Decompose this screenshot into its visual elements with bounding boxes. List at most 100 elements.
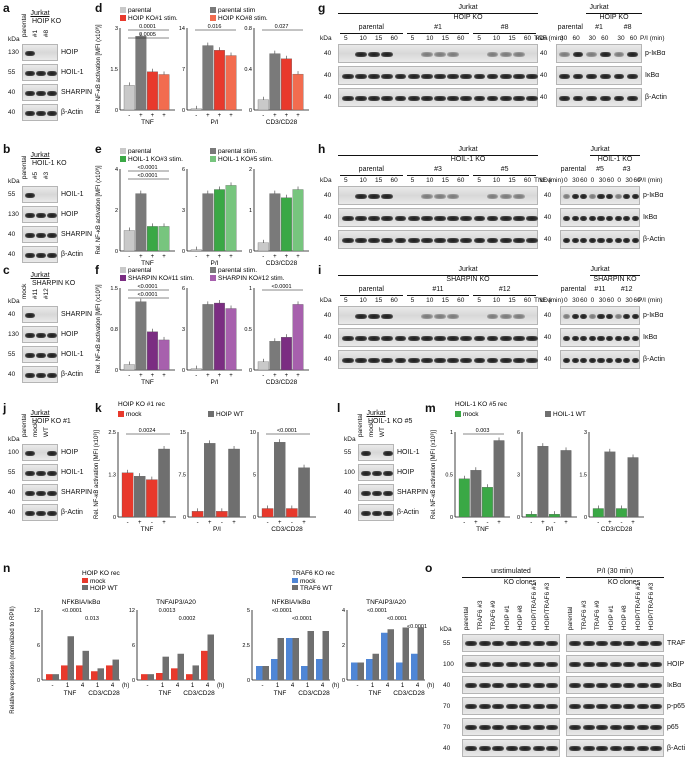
blot-strip: [22, 504, 58, 521]
x-group-label: TNF: [369, 690, 382, 697]
band: [582, 641, 595, 646]
group-label: #1: [434, 24, 442, 31]
band: [25, 333, 35, 338]
x-group-label: CD3/CD28: [601, 526, 633, 533]
x-unit: (h): [332, 683, 339, 689]
x-tick-label: +: [151, 113, 155, 119]
kda-marker: 55: [443, 640, 451, 647]
band: [36, 253, 46, 258]
y-tick-label: 0.8: [110, 327, 118, 333]
kda-marker: 70: [443, 724, 451, 731]
band: [606, 194, 614, 199]
band: [588, 314, 597, 319]
x-group-label: CD3/CD28: [183, 690, 215, 697]
x-tick-label: -: [530, 520, 532, 526]
protein-label: SHARPIN: [61, 89, 93, 96]
band: [407, 96, 420, 101]
panel-label-n: n: [3, 561, 11, 575]
band: [650, 725, 662, 730]
group-label: #12: [620, 286, 633, 293]
bar-wt: [372, 653, 379, 680]
band: [368, 52, 381, 57]
bar: [627, 457, 639, 518]
band: [513, 52, 525, 57]
bar: [228, 448, 240, 518]
band: [473, 358, 486, 363]
kda-marker: 40: [324, 334, 332, 341]
x-tick-label: -: [221, 520, 223, 526]
band: [447, 52, 459, 57]
kda-marker: 40: [544, 312, 552, 319]
p-value: <0.0001: [407, 624, 427, 630]
legend-swatch: [120, 156, 126, 162]
kda-marker: 40: [443, 745, 451, 752]
legend-label: HOIP KO#8 stim.: [218, 15, 268, 22]
bar: [146, 479, 158, 518]
bar: [292, 304, 304, 371]
bar: [257, 99, 269, 111]
group-rule: [340, 33, 403, 34]
panel-label-d: d: [95, 1, 103, 15]
band: [447, 336, 459, 341]
stim-label: TNF (min): [534, 297, 564, 304]
band: [47, 253, 57, 258]
x-group-label: CD3/CD28: [266, 260, 298, 267]
band: [465, 662, 477, 667]
band: [36, 491, 46, 496]
legend-swatch: [292, 578, 298, 583]
band: [580, 358, 588, 363]
band: [623, 216, 631, 221]
band: [381, 194, 394, 199]
panel-label-e: e: [95, 142, 102, 156]
band: [486, 74, 499, 79]
legend-swatch: [120, 275, 126, 281]
time-label: 30: [588, 35, 596, 42]
kda-marker: 100: [344, 469, 355, 476]
band: [623, 683, 635, 688]
kda-marker: 40: [324, 94, 332, 101]
band: [492, 704, 504, 709]
x-tick-label: +: [218, 373, 222, 379]
bar-mock: [141, 674, 148, 680]
band: [588, 336, 597, 341]
band: [563, 216, 571, 221]
lane-label: parental: [20, 413, 28, 438]
band: [25, 451, 35, 456]
band: [407, 358, 420, 363]
band: [355, 194, 367, 199]
x-tick-label: +: [273, 373, 277, 379]
time-label: 10: [426, 297, 434, 304]
lane-label: #3: [42, 171, 50, 180]
y-tick-label: 0: [253, 515, 256, 521]
subchart-title: TNFAIP3/A20: [156, 599, 196, 606]
lane-label: HOIP #1: [607, 605, 615, 631]
blot-group-label: HOIP KO #1: [32, 418, 71, 425]
band: [486, 314, 499, 319]
time-label: 60: [580, 297, 588, 304]
band: [355, 358, 367, 363]
band: [465, 746, 477, 751]
y-tick-label: 1.5: [110, 286, 118, 292]
group-label: #12: [498, 286, 511, 293]
band: [627, 52, 638, 57]
band: [383, 491, 393, 496]
band: [572, 74, 584, 79]
band: [36, 233, 46, 238]
panel-label-j: j: [3, 401, 7, 415]
blot-strip: [462, 634, 560, 652]
protein-label: p-p65: [667, 703, 685, 710]
time-label: 15: [508, 177, 516, 184]
lane-label: WT: [378, 427, 386, 438]
bar: [269, 53, 281, 111]
lane-label: TRAF6 #3: [476, 600, 484, 631]
bar: [493, 440, 505, 518]
bar-wt: [322, 631, 329, 680]
band: [597, 314, 605, 319]
blot-strip: [22, 246, 58, 263]
blot-strip: [358, 484, 394, 501]
time-label: 60: [606, 177, 615, 184]
time-label: 0: [590, 297, 595, 304]
y-tick-label: 5: [247, 608, 250, 614]
kda-header: kDa: [440, 626, 452, 633]
x-tick-label: -: [52, 683, 54, 689]
